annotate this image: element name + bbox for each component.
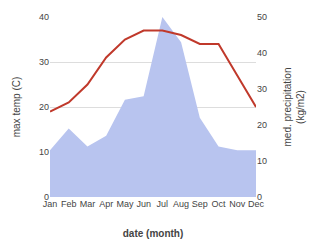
svg-text:date (month): date (month) — [123, 228, 184, 239]
svg-text:50: 50 — [257, 12, 267, 22]
svg-text:0: 0 — [44, 192, 49, 202]
svg-text:30: 30 — [39, 57, 49, 67]
svg-text:Dec: Dec — [248, 199, 265, 209]
svg-text:0: 0 — [257, 192, 262, 202]
svg-text:30: 30 — [257, 84, 267, 94]
svg-text:Apr: Apr — [99, 199, 113, 209]
svg-text:20: 20 — [39, 102, 49, 112]
svg-text:Nov: Nov — [229, 199, 246, 209]
svg-text:max temp (C): max temp (C) — [11, 77, 22, 138]
svg-text:Jan: Jan — [43, 199, 58, 209]
svg-text:20: 20 — [257, 120, 267, 130]
svg-text:Jun: Jun — [136, 199, 151, 209]
svg-text:Mar: Mar — [80, 199, 96, 209]
svg-text:Feb: Feb — [61, 199, 77, 209]
svg-text:med. precipitation(kg/m2): med. precipitation(kg/m2) — [282, 68, 306, 147]
svg-text:10: 10 — [257, 156, 267, 166]
svg-text:Aug: Aug — [173, 199, 189, 209]
svg-text:10: 10 — [39, 147, 49, 157]
svg-text:Sep: Sep — [192, 199, 208, 209]
svg-text:May: May — [116, 199, 134, 209]
svg-text:Jul: Jul — [157, 199, 169, 209]
svg-text:40: 40 — [39, 12, 49, 22]
svg-text:40: 40 — [257, 48, 267, 58]
svg-text:Oct: Oct — [212, 199, 227, 209]
